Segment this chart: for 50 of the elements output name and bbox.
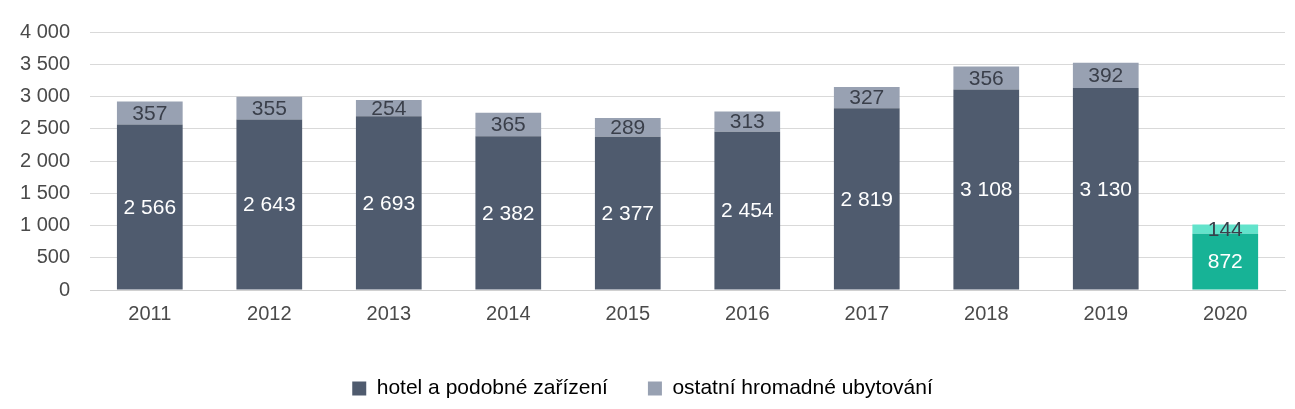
data-label: 872 <box>1207 249 1243 273</box>
data-label: 2 377 <box>601 200 655 224</box>
x-tick-label: 2014 <box>486 301 531 324</box>
bar <box>116 124 183 290</box>
x-tick-label: 2016 <box>725 301 770 324</box>
bar <box>236 119 303 290</box>
y-tick-label: 3 000 <box>19 84 71 107</box>
data-label: 3 130 <box>1079 176 1133 200</box>
bar <box>475 136 542 290</box>
data-label: 365 <box>490 112 526 136</box>
bar <box>1072 88 1139 290</box>
x-tick-label: 2019 <box>1083 301 1129 324</box>
bar <box>953 89 1020 290</box>
x-tick-label: 2015 <box>605 301 651 324</box>
x-tick-label: 2020 <box>1203 301 1248 324</box>
y-tick-label: 1 500 <box>19 180 71 203</box>
y-tick-label: 2 000 <box>19 148 71 171</box>
data-label: 2 382 <box>482 200 535 224</box>
data-label: 2 566 <box>123 194 177 218</box>
data-label: 356 <box>968 65 1004 89</box>
data-label: 392 <box>1088 63 1124 87</box>
bar <box>594 136 661 290</box>
data-label: 2 643 <box>243 192 296 216</box>
y-tick-label: 500 <box>36 245 71 268</box>
data-label: 254 <box>371 95 407 119</box>
data-label: 3 108 <box>959 177 1013 201</box>
data-label: 357 <box>132 100 168 124</box>
y-tick-label: 0 <box>58 277 71 300</box>
data-label: 327 <box>849 85 885 109</box>
legend-label: ostatní hromadné ubytování <box>672 375 933 399</box>
data-label: 144 <box>1207 216 1244 240</box>
x-tick-label: 2011 <box>128 301 172 324</box>
x-tick-label: 2018 <box>964 301 1009 324</box>
data-label: 313 <box>729 109 765 133</box>
x-tick-label: 2013 <box>366 301 412 324</box>
x-tick-label: 2012 <box>247 301 292 324</box>
data-label: 2 819 <box>840 186 894 210</box>
x-tick-label: 2017 <box>844 301 890 324</box>
y-tick-label: 3 500 <box>19 51 71 74</box>
y-tick-label: 2 500 <box>19 116 71 139</box>
bar <box>833 108 900 290</box>
legend-label: hotel a podobné zařízení <box>376 375 609 399</box>
data-label: 2 693 <box>362 190 416 214</box>
data-label: 2 454 <box>720 198 774 222</box>
y-tick-label: 1 000 <box>19 213 71 236</box>
bar <box>714 131 781 290</box>
y-tick-label: 4 000 <box>19 19 71 42</box>
data-label: 355 <box>251 95 287 119</box>
data-label: 289 <box>610 115 646 139</box>
bar <box>355 116 422 290</box>
